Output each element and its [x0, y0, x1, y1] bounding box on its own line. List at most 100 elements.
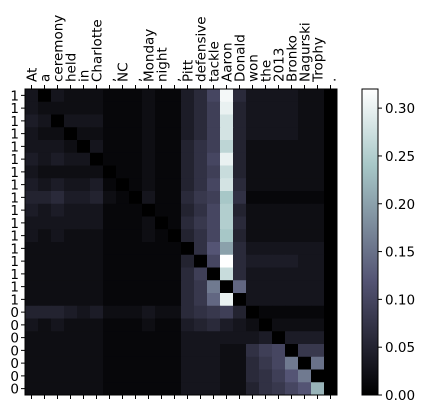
heatmap-cell	[311, 178, 325, 192]
x-tick-label: Donald	[233, 34, 249, 82]
x-tick-label: the	[259, 60, 275, 82]
heatmap-cell	[168, 216, 182, 230]
heatmap-cell	[298, 178, 312, 192]
heatmap-cell	[90, 267, 104, 281]
heatmap-cell	[207, 101, 221, 115]
heatmap-cell	[116, 229, 130, 243]
heatmap-cell	[25, 382, 39, 396]
heatmap-cell	[246, 382, 260, 396]
heatmap-cell	[155, 140, 169, 154]
heatmap-cell	[298, 331, 312, 345]
heatmap-cell	[77, 267, 91, 281]
colorbar-tick-label: 0.00	[385, 388, 415, 404]
heatmap-cell	[272, 229, 286, 243]
heatmap-cell	[233, 229, 247, 243]
heatmap-cell	[116, 254, 130, 268]
heatmap-cell	[155, 242, 169, 256]
heatmap-cell	[77, 229, 91, 243]
heatmap-cell	[51, 165, 65, 179]
heatmap-cell	[259, 140, 273, 154]
heatmap-cell	[25, 152, 39, 166]
heatmap-cell	[142, 191, 156, 205]
x-tick-label: ,	[129, 78, 145, 82]
heatmap-cell	[142, 382, 156, 396]
heatmap-cell	[155, 344, 169, 358]
heatmap-cell	[116, 89, 130, 103]
heatmap-cell	[25, 356, 39, 370]
heatmap-cell	[103, 114, 117, 128]
heatmap-cell	[246, 331, 260, 345]
y-tick-label: 0	[10, 343, 19, 359]
heatmap-cell	[220, 242, 234, 256]
heatmap-cell	[51, 318, 65, 332]
heatmap-cell	[181, 140, 195, 154]
heatmap-cell	[51, 127, 65, 141]
y-tick-label: 0	[10, 369, 19, 385]
heatmap-cell	[155, 165, 169, 179]
heatmap-cell	[207, 229, 221, 243]
y-tick-label: 1	[10, 127, 19, 143]
x-tick-label: 2013	[272, 48, 288, 82]
x-tick-label: Pitt	[181, 60, 197, 82]
heatmap-cell	[259, 114, 273, 128]
heatmap-cell	[259, 267, 273, 281]
heatmap-cell	[142, 331, 156, 345]
heatmap-cell	[324, 101, 338, 115]
heatmap-cell	[51, 293, 65, 307]
heatmap-cell	[51, 191, 65, 205]
x-tick-label: Nagurski	[298, 22, 314, 82]
heatmap-cell	[51, 369, 65, 383]
heatmap-cell	[155, 318, 169, 332]
heatmap-cell	[194, 165, 208, 179]
heatmap-cell	[246, 242, 260, 256]
heatmap-cell	[246, 254, 260, 268]
x-tick-label: night	[155, 47, 171, 82]
heatmap-cell	[129, 229, 143, 243]
heatmap-cell	[168, 101, 182, 115]
heatmap-cell	[25, 344, 39, 358]
heatmap-cell	[51, 178, 65, 192]
heatmap-cell	[25, 140, 39, 154]
heatmap-cell	[116, 140, 130, 154]
heatmap-cell	[220, 382, 234, 396]
heatmap-cell	[116, 267, 130, 281]
heatmap-cell	[194, 178, 208, 192]
heatmap-cell	[207, 356, 221, 370]
heatmap-cell	[64, 267, 78, 281]
heatmap-cell	[220, 356, 234, 370]
colorbar-tick-label: 0.05	[385, 340, 415, 356]
heatmap-cell	[298, 293, 312, 307]
heatmap-cell	[194, 242, 208, 256]
heatmap-cell	[259, 331, 273, 345]
heatmap-cell	[233, 152, 247, 166]
heatmap-cell	[285, 165, 299, 179]
heatmap-cell	[64, 191, 78, 205]
heatmap-cell	[103, 356, 117, 370]
heatmap-cell	[285, 293, 299, 307]
heatmap-cell	[298, 165, 312, 179]
heatmap-cell	[233, 191, 247, 205]
heatmap-cell	[155, 293, 169, 307]
heatmap-cell	[324, 382, 338, 396]
heatmap-cell	[233, 344, 247, 358]
heatmap-cell	[51, 229, 65, 243]
heatmap-cell	[272, 216, 286, 230]
heatmap-cell	[25, 216, 39, 230]
heatmap-cell	[285, 267, 299, 281]
heatmap-cell	[116, 331, 130, 345]
heatmap-cell	[64, 293, 78, 307]
heatmap-cell	[259, 293, 273, 307]
heatmap-cell	[168, 114, 182, 128]
colorbar-tick-labels: 0.00 0.05 0.10 0.15 0.20 0.25 0.30	[378, 101, 415, 404]
heatmap-cell	[38, 127, 52, 141]
heatmap-cell	[324, 344, 338, 358]
heatmap-cell	[77, 242, 91, 256]
x-tick-label: Aaron	[220, 42, 236, 82]
heatmap-cell	[51, 216, 65, 230]
heatmap-cell	[142, 101, 156, 115]
heatmap-cell	[38, 369, 52, 383]
x-tick-label: in	[77, 70, 93, 82]
heatmap-cell	[324, 165, 338, 179]
heatmap-cell	[311, 254, 325, 268]
heatmap-cell	[25, 280, 39, 294]
